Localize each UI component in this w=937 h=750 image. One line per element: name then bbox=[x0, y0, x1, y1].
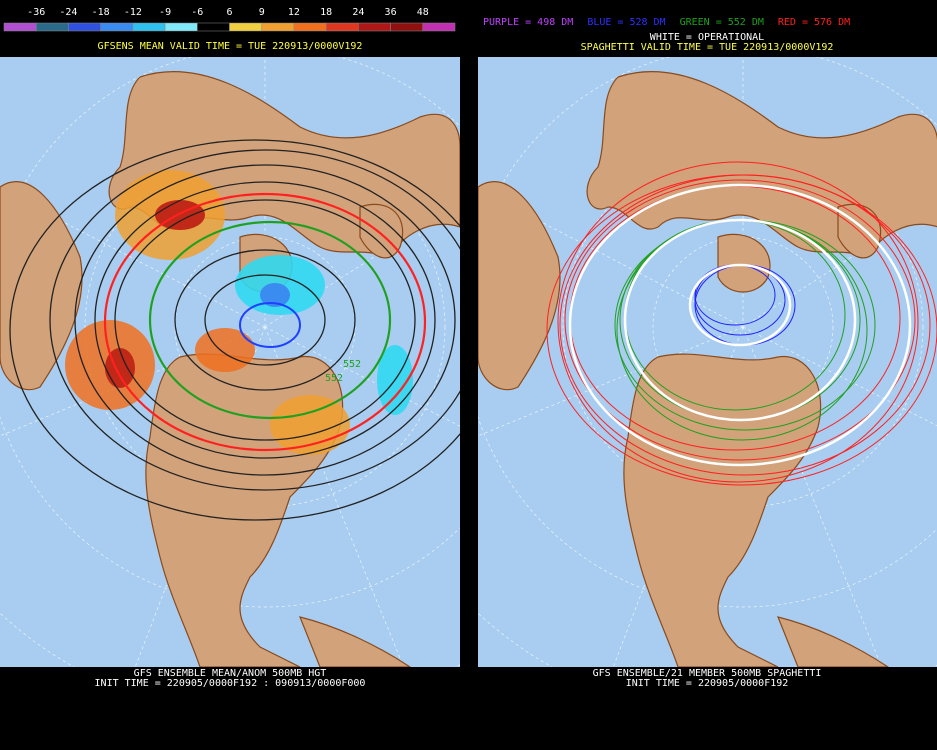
anomaly bbox=[195, 328, 255, 372]
colorbar-segment bbox=[390, 22, 424, 32]
right-footer: INIT TIME = 220905/0000F192 bbox=[626, 678, 789, 689]
colorbar-label: 12 bbox=[288, 7, 300, 18]
colorbar-label: -12 bbox=[124, 7, 142, 18]
colorbar-segment bbox=[325, 22, 359, 32]
anomaly bbox=[260, 283, 290, 307]
colorbar-label: -9 bbox=[159, 7, 171, 18]
colorbar-label: 18 bbox=[320, 7, 332, 18]
colorbar-segment bbox=[293, 22, 327, 32]
operational-label: WHITE = OPERATIONAL bbox=[650, 32, 764, 43]
colorbar-label: -6 bbox=[191, 7, 203, 18]
colorbar-label: 36 bbox=[385, 7, 397, 18]
operational bbox=[568, 183, 912, 467]
left-map bbox=[0, 57, 460, 667]
contour-label: 552 bbox=[325, 373, 343, 384]
colorbar-segment bbox=[229, 22, 262, 32]
contour-label: 552 bbox=[343, 359, 361, 370]
left-title: GFSENS MEAN VALID TIME = TUE 220913/0000… bbox=[98, 41, 363, 52]
colorbar-segment bbox=[197, 22, 230, 32]
left-footer: GFS ENSEMBLE MEAN/ANOM 500MB HGT bbox=[134, 668, 327, 679]
colorbar-segment bbox=[68, 22, 101, 32]
colorbar-label: -18 bbox=[92, 7, 110, 18]
left-footer: INIT TIME = 220905/0000F192 : 090913/000… bbox=[95, 678, 366, 689]
legend-entry: PURPLE = 498 DM bbox=[483, 17, 573, 28]
colorbar-segment bbox=[3, 22, 37, 32]
height-contours bbox=[9, 139, 460, 521]
colorbar-segment bbox=[164, 22, 198, 32]
colorbar-segment bbox=[100, 22, 134, 32]
legend-entry: BLUE = 528 DM bbox=[587, 17, 665, 28]
contour-552 bbox=[148, 220, 392, 420]
right-title: SPAGHETTI VALID TIME = TUE 220913/0000V1… bbox=[581, 42, 834, 53]
colorbar-label: -36 bbox=[27, 7, 45, 18]
legend-entry: RED = 576 DM bbox=[778, 17, 850, 28]
anomaly bbox=[155, 200, 205, 230]
colorbar-segment bbox=[261, 22, 295, 32]
colorbar-segment bbox=[358, 22, 391, 32]
right-footer: GFS ENSEMBLE/21 MEMBER 500MB SPAGHETTI bbox=[593, 668, 822, 679]
legend-entry: GREEN = 552 DM bbox=[680, 17, 764, 28]
colorbar-label: 6 bbox=[226, 7, 232, 18]
right-map bbox=[478, 57, 937, 667]
colorbar-segment bbox=[132, 22, 166, 32]
colorbar-label: 48 bbox=[417, 7, 429, 18]
contour-528 bbox=[239, 302, 301, 348]
colorbar-label: 9 bbox=[259, 7, 265, 18]
contour-576 bbox=[103, 192, 427, 452]
colorbar-label: -24 bbox=[59, 7, 77, 18]
colorbar-segment bbox=[35, 22, 69, 32]
colorbar-segment bbox=[422, 22, 456, 32]
colorbar-label: 24 bbox=[352, 7, 364, 18]
